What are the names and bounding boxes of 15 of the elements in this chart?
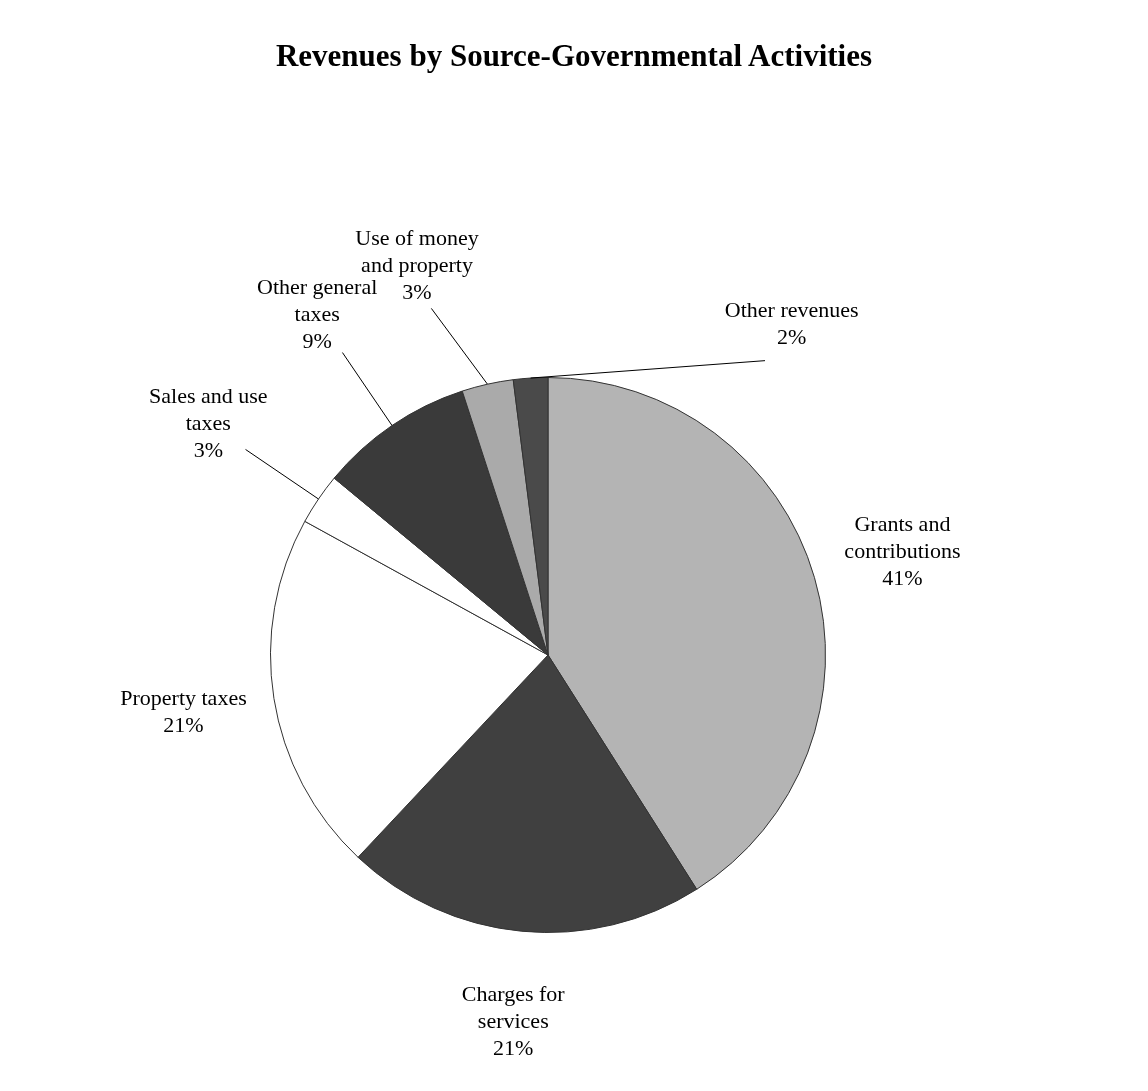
data-label: 3% — [193, 436, 223, 462]
slice-label: Use of money and property — [355, 224, 479, 277]
data-label: 41% — [882, 564, 923, 590]
data-label: 9% — [302, 328, 332, 354]
slice-label: Sales and use taxes — [149, 382, 268, 435]
slice-label: Property taxes — [120, 685, 247, 711]
slice-label: Grants and contributions — [844, 510, 961, 563]
data-label: 21% — [163, 712, 204, 738]
slice-label: Charges for services — [461, 981, 566, 1034]
data-label: 21% — [493, 1035, 534, 1061]
slice-label: Other revenues — [724, 296, 859, 322]
slice-label: Other general taxes — [256, 274, 378, 327]
chart-title: Revenues by Source-Governmental Activities — [274, 38, 874, 74]
data-label: 3% — [402, 278, 432, 304]
data-label: 2% — [777, 323, 807, 349]
